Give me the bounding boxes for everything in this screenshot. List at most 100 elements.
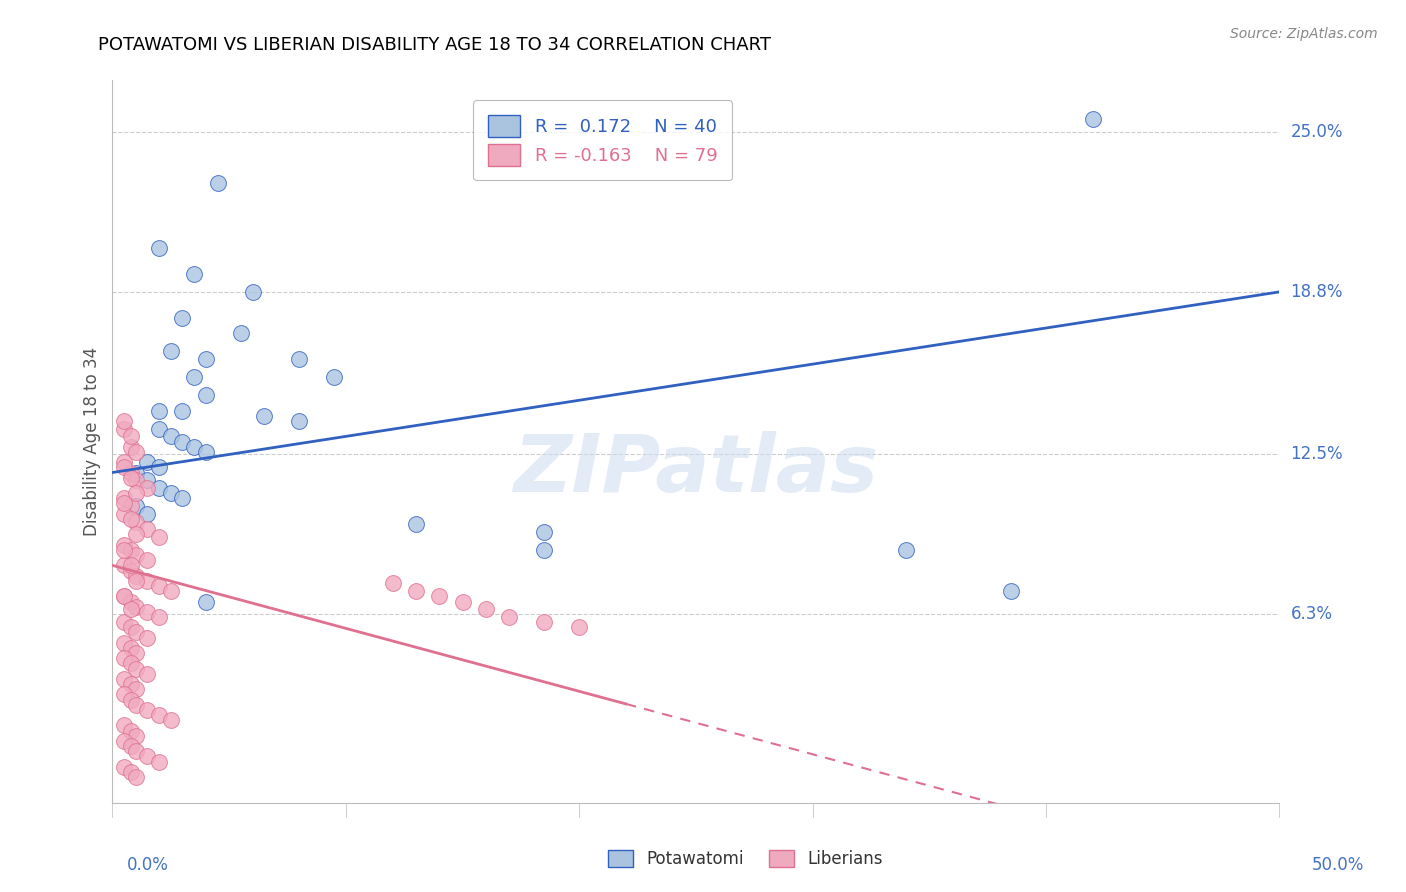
Point [451, 594, 474, 608]
Point [148, 481, 170, 495]
Point [112, 590, 135, 604]
Point [120, 677, 142, 691]
Point [125, 744, 148, 758]
Point [533, 615, 555, 630]
Point [120, 499, 142, 513]
Point [229, 326, 252, 341]
Point [160, 713, 183, 727]
Point [112, 718, 135, 732]
Point [120, 739, 142, 753]
Point [172, 434, 194, 449]
Point [112, 558, 135, 573]
Point [120, 564, 142, 578]
Point [125, 770, 148, 784]
Point [194, 445, 217, 459]
Point [125, 527, 148, 541]
Point [120, 723, 142, 738]
Point [112, 538, 135, 552]
Point [125, 445, 148, 459]
Text: POTAWATOMI VS LIBERIAN DISABILITY AGE 18 TO 34 CORRELATION CHART: POTAWATOMI VS LIBERIAN DISABILITY AGE 18… [98, 36, 772, 54]
Point [533, 542, 555, 557]
Point [125, 574, 148, 588]
Text: 12.5%: 12.5% [1291, 445, 1343, 464]
Point [112, 615, 135, 630]
Point [125, 599, 148, 614]
Point [172, 403, 194, 417]
Point [120, 542, 142, 557]
Point [172, 310, 194, 325]
Point [136, 703, 159, 717]
Point [120, 657, 142, 671]
Point [242, 285, 264, 299]
Point [136, 553, 159, 567]
Point [125, 682, 148, 697]
Point [125, 466, 148, 480]
Point [120, 640, 142, 655]
Point [125, 568, 148, 582]
Point [427, 590, 450, 604]
Point [194, 388, 217, 402]
Point [148, 755, 170, 769]
Point [120, 466, 142, 480]
Point [120, 558, 142, 573]
Point [475, 602, 498, 616]
Point [125, 729, 148, 743]
Point [148, 530, 170, 544]
Point [112, 760, 135, 774]
Point [207, 177, 229, 191]
Point [381, 576, 404, 591]
Point [112, 460, 135, 475]
Legend: R =  0.172    N = 40, R = -0.163    N = 79: R = 0.172 N = 40, R = -0.163 N = 79 [474, 100, 733, 180]
Point [136, 666, 159, 681]
Point [112, 455, 135, 469]
Point [533, 524, 555, 539]
Point [1000, 584, 1022, 599]
Point [288, 351, 311, 366]
Point [253, 409, 276, 423]
Point [112, 672, 135, 686]
Point [160, 584, 183, 599]
Point [125, 499, 148, 513]
Point [1081, 112, 1104, 126]
Point [183, 370, 205, 384]
Point [112, 542, 135, 557]
Y-axis label: Disability Age 18 to 34: Disability Age 18 to 34 [83, 347, 101, 536]
Point [136, 507, 159, 521]
Point [405, 517, 427, 532]
Point [120, 429, 142, 443]
Point [148, 403, 170, 417]
Point [120, 440, 142, 454]
Point [112, 507, 135, 521]
Point [183, 440, 205, 454]
Point [148, 579, 170, 593]
Point [194, 351, 217, 366]
Point [148, 422, 170, 436]
Point [120, 692, 142, 706]
Point [112, 422, 135, 436]
Point [125, 662, 148, 676]
Point [323, 370, 346, 384]
Point [112, 687, 135, 701]
Point [125, 698, 148, 712]
Point [148, 460, 170, 475]
Point [112, 734, 135, 748]
Point [160, 486, 183, 500]
Text: 50.0%: 50.0% [1312, 856, 1364, 874]
Text: 0.0%: 0.0% [127, 856, 169, 874]
Text: 6.3%: 6.3% [1291, 606, 1333, 624]
Point [125, 548, 148, 562]
Point [125, 486, 148, 500]
Point [894, 542, 917, 557]
Point [160, 344, 183, 359]
Point [120, 512, 142, 526]
Point [120, 471, 142, 485]
Point [136, 473, 159, 487]
Point [112, 491, 135, 506]
Point [125, 515, 148, 529]
Point [120, 764, 142, 779]
Point [498, 610, 520, 624]
Text: 18.8%: 18.8% [1291, 283, 1343, 301]
Point [568, 620, 591, 634]
Point [125, 646, 148, 660]
Point [136, 522, 159, 536]
